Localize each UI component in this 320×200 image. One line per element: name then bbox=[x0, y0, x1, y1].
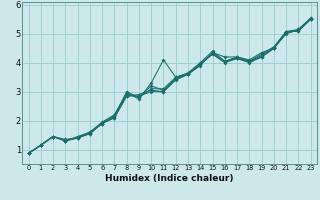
X-axis label: Humidex (Indice chaleur): Humidex (Indice chaleur) bbox=[105, 174, 234, 183]
